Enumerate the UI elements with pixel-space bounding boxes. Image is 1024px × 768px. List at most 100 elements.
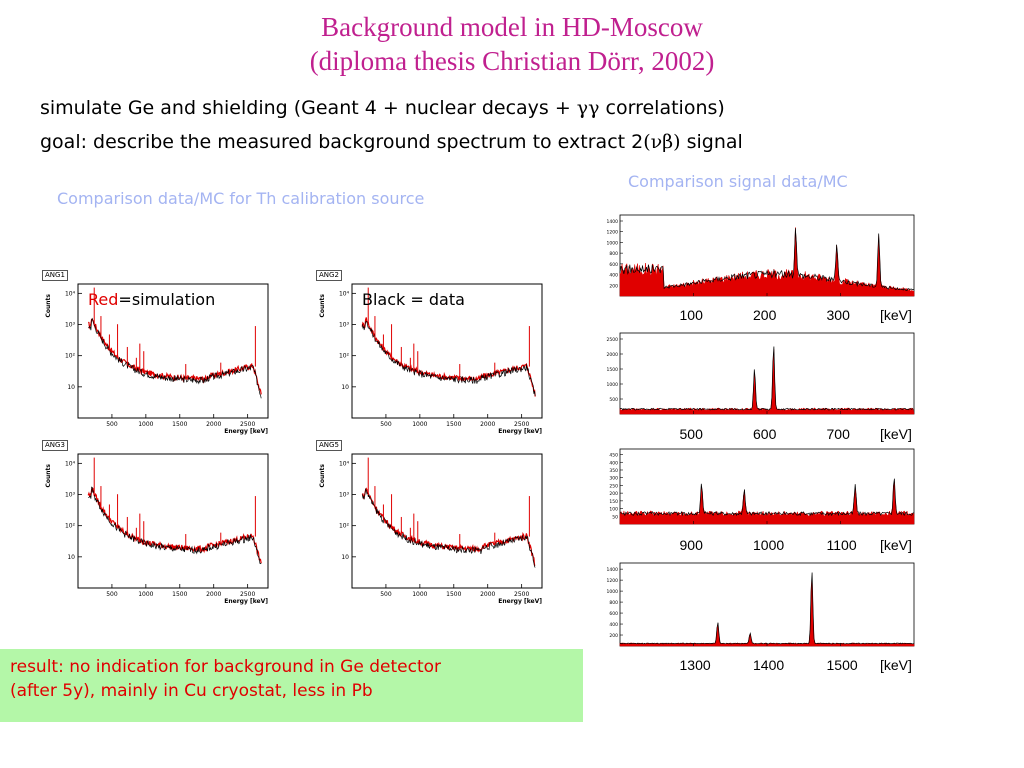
panel-tag: ANG1: [42, 270, 68, 281]
caption-signal-comparison: Comparison signal data/MC: [628, 172, 848, 191]
zoom-x-unit: [keV]: [880, 537, 912, 553]
x-axis-label: Energy [keV]: [498, 428, 542, 435]
legend-red-word: Red: [88, 290, 119, 309]
zoom-svg: 200 400 600 800 1000 1200 1400: [607, 562, 915, 647]
zoom-x-tick-label: 1100: [826, 537, 857, 553]
y-tick-label: 10⁴: [339, 460, 350, 467]
series-simulation: [87, 487, 262, 564]
y-tick-label: 10²: [339, 353, 350, 360]
y-tick-label: 600: [609, 611, 618, 617]
y-tick-label: 1000: [607, 240, 619, 246]
zoom-panel-1: 200 400 600 800 1000 1200 1400: [596, 212, 918, 304]
y-tick-label: 800: [609, 600, 618, 606]
y-tick-label: 10²: [65, 523, 76, 530]
slide-subtitle: (diploma thesis Christian Dörr, 2002): [309, 46, 715, 76]
y-tick-label: 1200: [607, 578, 619, 584]
series-simulation: [361, 317, 536, 397]
series-data: [88, 317, 262, 399]
zoom-x-tick-label: 1300: [679, 657, 711, 673]
legend-simulation: Red=simulation: [88, 290, 215, 309]
y-tick-label: 100: [609, 507, 618, 513]
y-tick-label: 10: [67, 384, 75, 391]
zoom-svg: 200 400 600 800 1000 1200 1400: [607, 214, 915, 297]
legend-data: Black = data: [362, 290, 465, 309]
zoom-panel-2: 500 1000 1500 2000 2500: [596, 330, 918, 422]
spectrum-panel-ang1: 10 10² 10³ 10⁴ 500 1000 1500 2000 2500 Energy [ke…: [40, 270, 274, 440]
x-tick-label: 1000: [412, 421, 427, 428]
bullet-simulate-b: correlations): [599, 97, 725, 119]
y-tick-label: 10⁴: [65, 460, 76, 467]
panel-tag: ANG5: [316, 440, 342, 451]
x-tick-label: 1500: [172, 421, 187, 428]
y-tick-label: 10³: [339, 322, 350, 329]
y-tick-label: 200: [609, 491, 618, 497]
spectrum-panel-ang3: 10 10² 10³ 10⁴ 500 1000 1500 2000 2500 Energy [ke…: [40, 440, 274, 610]
y-tick-label: 400: [609, 622, 618, 628]
series-data-line: [619, 346, 914, 411]
y-tick-label: 300: [609, 476, 618, 482]
y-tick-label: 10⁴: [339, 290, 350, 297]
panel-tag: ANG2: [316, 270, 342, 281]
zoom-x-unit: [keV]: [880, 657, 912, 673]
bullet-goal-a: goal: describe the measured background s…: [40, 131, 644, 153]
zoom-panel-3: 50 100 150 200 250 300 350 400 450: [596, 446, 918, 532]
x-tick-label: 2000: [206, 591, 221, 598]
zoom-x-tick-label: 1500: [826, 657, 858, 673]
result-line-2: (after 5y), mainly in Cu cryostat, less …: [10, 681, 373, 701]
bullet-simulate-a: simulate Ge and shielding (Geant 4 + nuc…: [40, 97, 577, 119]
result-line-1: result: no indication for background in …: [10, 657, 441, 677]
y-axis-label: Counts: [319, 464, 326, 488]
series-data: [88, 486, 262, 565]
series-simulation-area: [619, 481, 915, 525]
x-tick-label: 2000: [206, 421, 221, 428]
y-tick-label: 2000: [607, 352, 619, 358]
y-tick-label: 10³: [65, 322, 76, 329]
x-tick-label: 2500: [514, 421, 529, 428]
x-tick-label: 1000: [412, 591, 427, 598]
y-tick-label: 50: [612, 514, 618, 520]
series-data: [361, 321, 536, 396]
y-tick-label: 1000: [607, 589, 619, 595]
spectrum-panel-ang2: 10 10² 10³ 10⁴ 500 1000 1500 2000 2500 Energy [ke…: [314, 270, 548, 440]
bullet-simulate-greek: γγ: [576, 97, 600, 119]
zoom-x-tick-label: 900: [679, 537, 703, 553]
x-tick-label: 1000: [138, 591, 153, 598]
zoom-x-tick-label: 1400: [753, 657, 785, 673]
x-tick-label: 2500: [240, 421, 255, 428]
bullet-simulate: simulate Ge and shielding (Geant 4 + nuc…: [40, 97, 725, 119]
series-simulation-area: [619, 349, 915, 415]
series-data-line: [619, 228, 914, 291]
y-axis-label: Counts: [45, 294, 52, 318]
y-tick-label: 10³: [65, 492, 76, 499]
zoom-x-tick-label: 300: [826, 307, 850, 323]
y-tick-label: 200: [609, 283, 618, 289]
x-tick-label: 1500: [446, 591, 461, 598]
x-tick-label: 500: [106, 421, 118, 428]
y-tick-label: 1500: [607, 367, 619, 373]
y-tick-label: 400: [609, 460, 618, 466]
zoom-x-tick-label: 600: [753, 426, 777, 442]
zoom-axis-2: 500 600 700 [keV]: [596, 426, 918, 444]
y-tick-label: 10⁴: [65, 290, 76, 297]
panel-tag: ANG3: [42, 440, 68, 451]
y-tick-label: 250: [609, 483, 618, 489]
x-tick-label: 2000: [480, 591, 495, 598]
y-tick-label: 10: [67, 554, 75, 561]
x-tick-label: 2500: [514, 591, 529, 598]
x-tick-label: 500: [380, 421, 392, 428]
zoom-x-tick-label: 500: [679, 426, 703, 442]
x-tick-label: 1500: [172, 591, 187, 598]
y-tick-label: 1000: [607, 382, 619, 388]
spectrum-panel-ang5: 10 10² 10³ 10⁴ 500 1000 1500 2000 2500 Energy [ke…: [314, 440, 548, 610]
y-tick-label: 1400: [607, 567, 619, 573]
y-tick-label: 2500: [607, 337, 619, 343]
zoom-x-tick-label: 1000: [753, 537, 785, 553]
series-simulation-area: [619, 576, 915, 647]
series-data-line: [619, 572, 915, 645]
zoom-axis-4: 1300 1400 1500 [keV]: [596, 657, 918, 675]
